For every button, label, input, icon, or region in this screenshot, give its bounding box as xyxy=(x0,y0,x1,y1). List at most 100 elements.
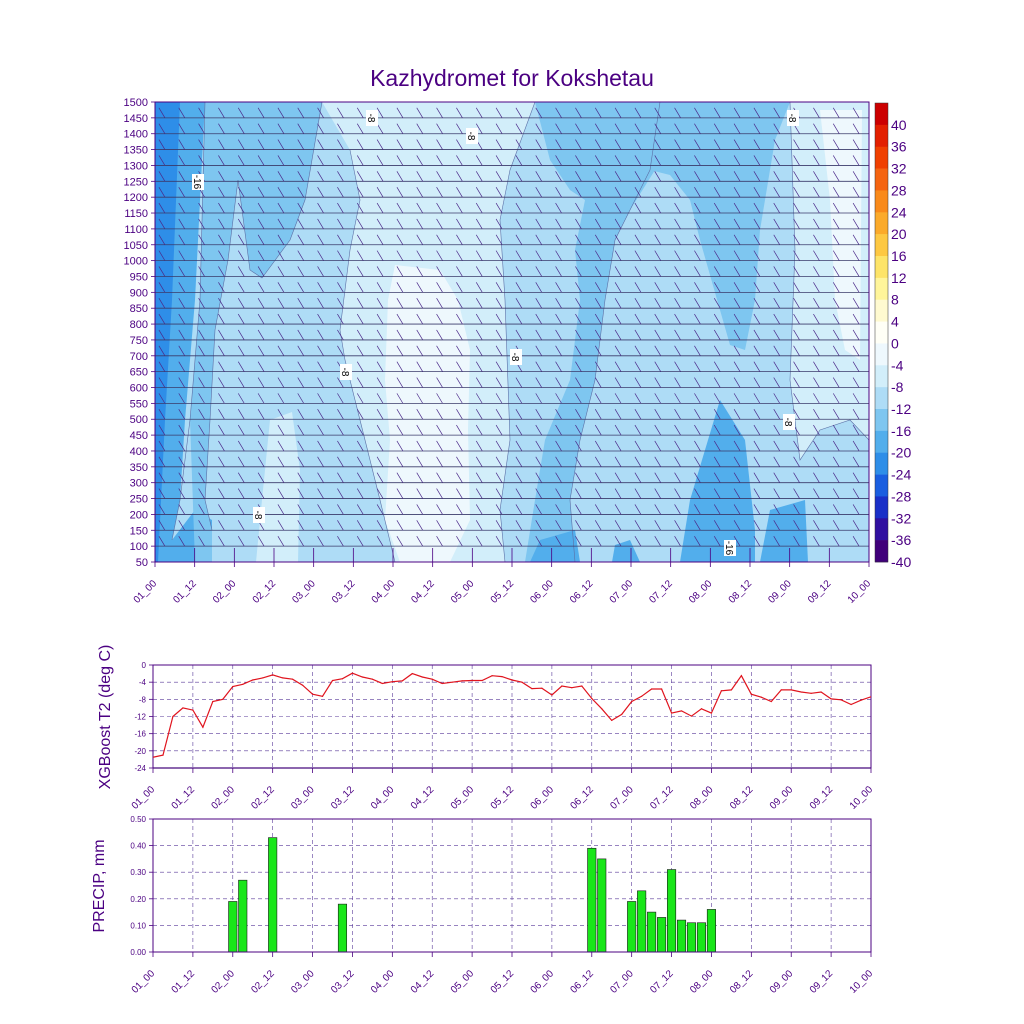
contour-lines xyxy=(171,102,869,562)
y-tick-label: 1450 xyxy=(124,113,148,125)
field-band-minus4b xyxy=(820,110,862,360)
x-tick-label: 07_12 xyxy=(648,784,676,812)
wind-barb xyxy=(832,123,840,134)
y-tick-label: 0.40 xyxy=(130,842,146,851)
wind-barb xyxy=(436,107,443,119)
wind-barb xyxy=(376,345,384,356)
wind-barb xyxy=(178,377,186,388)
wind-barb xyxy=(198,345,205,356)
wind-barb xyxy=(396,440,404,452)
wind-barb xyxy=(337,298,344,309)
t2-point xyxy=(421,676,423,678)
wind-barb xyxy=(277,218,285,230)
wind-barb xyxy=(674,313,681,325)
wind-barb xyxy=(674,456,681,468)
wind-barb xyxy=(164,102,165,103)
y-tick-label: 0.30 xyxy=(130,868,146,877)
wind-barb xyxy=(356,520,364,531)
wind-barb xyxy=(832,472,840,483)
wind-barb xyxy=(178,520,186,531)
wind-barb xyxy=(733,107,741,119)
contour-label-box xyxy=(787,110,799,126)
wind-barb xyxy=(555,409,562,420)
wind-barb xyxy=(436,298,443,309)
wind-barb xyxy=(541,102,542,103)
wind-barb xyxy=(535,298,543,309)
wind-barb xyxy=(614,472,622,483)
wind-barb xyxy=(356,456,364,468)
colorbar-segment xyxy=(875,365,888,388)
colorbar-label: -40 xyxy=(891,554,911,570)
wind-barb xyxy=(475,393,483,404)
wind-barb xyxy=(813,456,820,468)
x-tick-label: 08_00 xyxy=(688,784,716,812)
wind-barb xyxy=(416,393,424,404)
wind-barb xyxy=(158,409,166,420)
x-tick-label: 04_12 xyxy=(409,968,437,996)
wind-barb xyxy=(773,456,781,468)
wind-barb xyxy=(376,488,384,499)
wind-barb xyxy=(317,171,324,182)
wind-barb xyxy=(495,123,503,134)
y-tick-label: 1050 xyxy=(124,240,148,252)
wind-barb xyxy=(456,202,463,214)
wind-barb xyxy=(555,171,562,182)
wind-barb xyxy=(218,107,225,119)
colorbar-segment xyxy=(875,409,888,432)
wind-barb xyxy=(277,202,285,214)
wind-barb xyxy=(237,424,245,436)
colorbar-segment xyxy=(875,518,888,541)
wind-barb xyxy=(416,504,424,515)
wind-barb xyxy=(832,393,840,404)
wind-barb xyxy=(832,107,840,119)
wind-barb xyxy=(733,345,741,356)
wind-barb xyxy=(793,218,800,230)
wind-barb xyxy=(694,266,701,277)
wind-barb xyxy=(575,393,582,404)
wind-barb xyxy=(416,282,424,293)
wind-barb xyxy=(237,504,245,515)
wind-barb xyxy=(436,361,443,372)
t2-point xyxy=(451,681,453,683)
wind-barb xyxy=(852,409,860,420)
wind-barb xyxy=(198,424,205,436)
wind-barb xyxy=(297,234,305,245)
wind-barb xyxy=(178,329,186,341)
wind-barb xyxy=(323,102,324,103)
wind-barb xyxy=(257,123,265,134)
wind-barb xyxy=(852,504,860,515)
wind-barb xyxy=(575,345,582,356)
wind-barb xyxy=(634,107,642,119)
wind-barb xyxy=(277,393,285,404)
wind-barb xyxy=(813,504,820,515)
wind-barb xyxy=(852,107,860,119)
wind-barb xyxy=(198,456,205,468)
t2-point xyxy=(441,682,443,685)
wind-barb xyxy=(852,488,860,499)
wind-barb xyxy=(654,520,662,531)
wind-barb xyxy=(852,313,860,325)
wind-barb xyxy=(297,504,305,515)
wind-barb xyxy=(436,139,443,150)
wind-barb xyxy=(535,456,543,468)
x-tick-label: 01_12 xyxy=(171,578,199,606)
wind-barb xyxy=(832,504,840,515)
wind-barb xyxy=(495,456,503,468)
wind-barb xyxy=(753,424,761,436)
x-tick-label: 05_12 xyxy=(489,578,517,606)
wind-barb xyxy=(535,218,543,230)
wind-barb xyxy=(713,107,721,119)
wind-barb xyxy=(277,234,285,245)
wind-barb xyxy=(257,488,265,499)
wind-barb xyxy=(753,186,761,198)
wind-barb xyxy=(813,202,820,214)
wind-barb xyxy=(581,102,582,103)
wind-barb xyxy=(614,266,622,277)
wind-barb xyxy=(575,361,582,372)
precip-y-axis: 0.50 0.40 0.30 0.20 0.10 0.00 xyxy=(130,815,153,957)
wind-barb xyxy=(456,266,463,277)
wind-barb xyxy=(317,313,324,325)
wind-barb xyxy=(793,393,800,404)
wind-barb xyxy=(674,535,681,547)
precip-series xyxy=(228,837,716,953)
